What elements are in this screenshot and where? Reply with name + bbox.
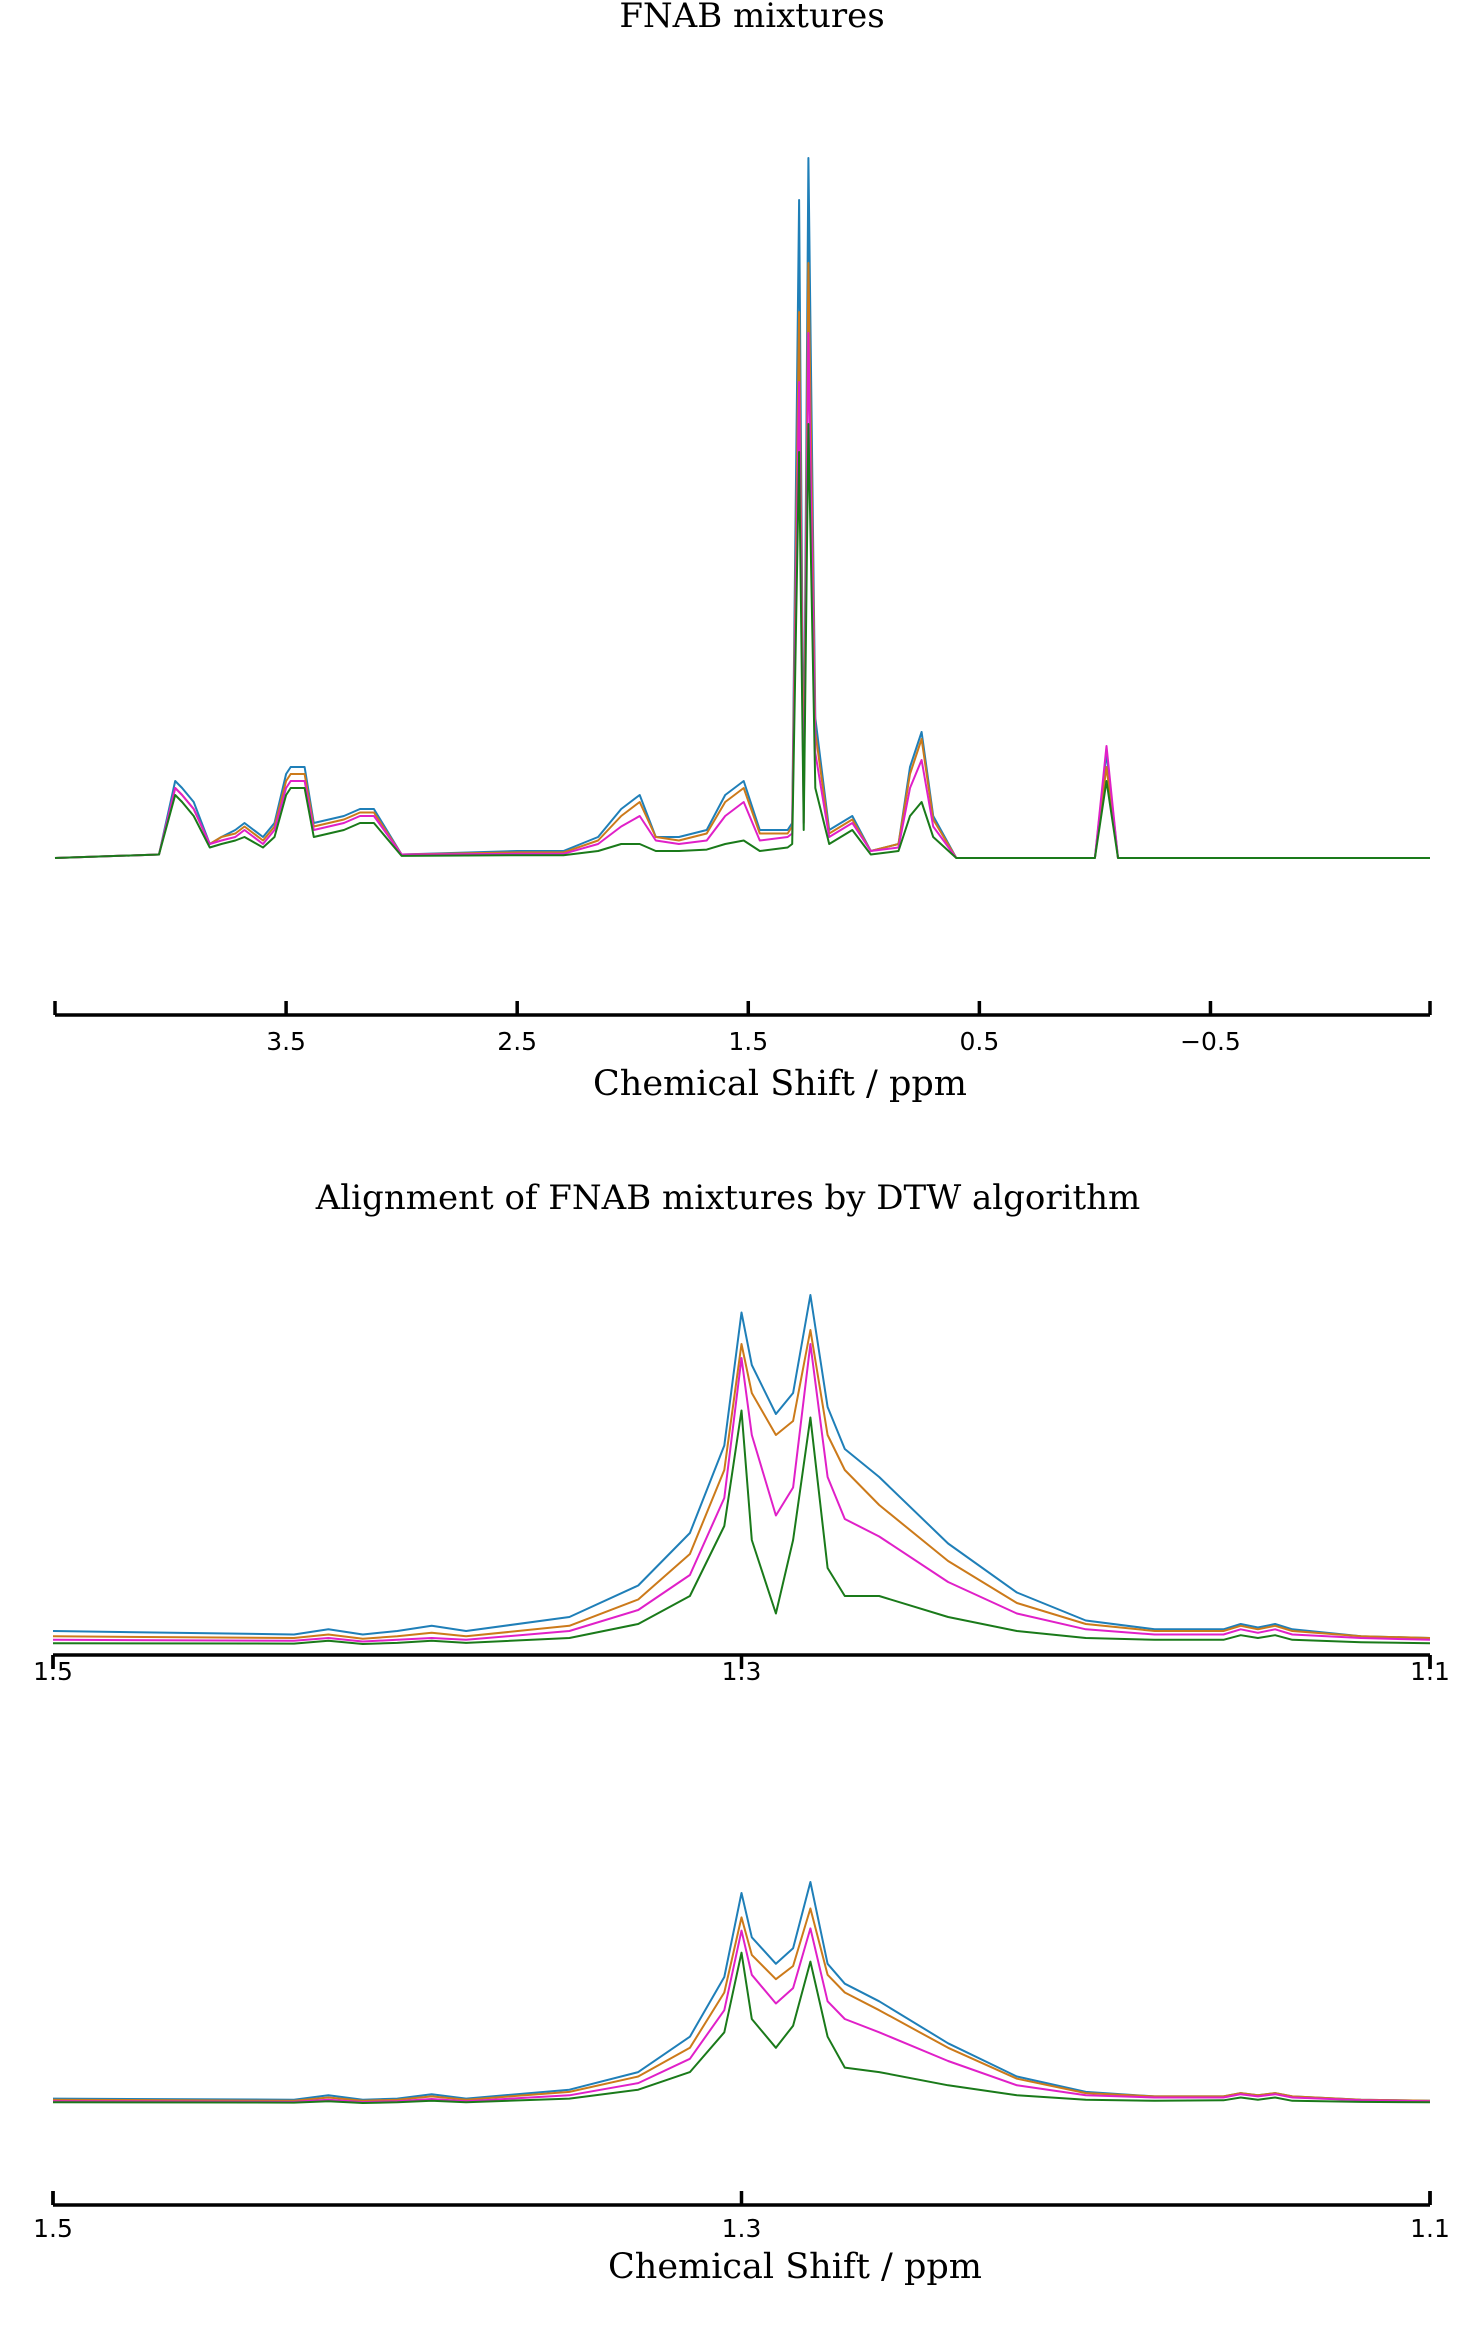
middle-x-tick-label: 1.5 bbox=[33, 1657, 73, 1686]
bottom-chart-x-axis: 1.5 1.3 1.1 bbox=[33, 2191, 1450, 2243]
middle-chart-x-axis: 1.5 1.3 1.1 bbox=[33, 1653, 1450, 1686]
top-x-tick-label: 0.5 bbox=[959, 1027, 999, 1056]
bottom-series-magenta bbox=[52, 1927, 1431, 2104]
bottom-series-green bbox=[52, 1951, 1431, 2104]
bottom-x-tick-label: 1.5 bbox=[33, 2214, 73, 2243]
top-series-magenta bbox=[54, 332, 1430, 859]
top-chart-x-axis: 3.5 2.5 1.5 0.5 −0.5 bbox=[53, 1001, 1432, 1056]
bottom-series-blue bbox=[52, 1881, 1431, 2102]
middle-chart-plot bbox=[52, 1294, 1431, 1645]
middle-chart-title: Alignment of FNAB mixtures by DTW algori… bbox=[315, 1178, 1141, 1218]
top-x-tick-label: −0.5 bbox=[1180, 1027, 1241, 1056]
top-x-tick-label: 1.5 bbox=[728, 1027, 768, 1056]
middle-series-orange bbox=[52, 1329, 1431, 1640]
middle-series-blue bbox=[52, 1294, 1431, 1639]
top-series-orange bbox=[54, 262, 1430, 859]
bottom-series-orange bbox=[52, 1907, 1431, 2102]
middle-x-tick-label: 1.1 bbox=[1410, 1657, 1450, 1686]
bottom-x-tick-label: 1.1 bbox=[1410, 2214, 1450, 2243]
top-series-blue bbox=[54, 157, 1430, 859]
top-chart-title: FNAB mixtures bbox=[619, 0, 884, 36]
middle-x-tick-label: 1.3 bbox=[722, 1657, 762, 1686]
middle-series-magenta bbox=[52, 1343, 1431, 1643]
top-x-tick-label: 2.5 bbox=[497, 1027, 537, 1056]
middle-series-green bbox=[52, 1409, 1431, 1645]
top-x-tick-label: 3.5 bbox=[266, 1027, 306, 1056]
bottom-chart-x-label: Chemical Shift / ppm bbox=[608, 2247, 982, 2287]
top-series-green bbox=[54, 423, 1430, 859]
top-chart-x-label: Chemical Shift / ppm bbox=[593, 1064, 967, 1104]
bottom-chart-plot bbox=[52, 1881, 1431, 2104]
top-chart-plot bbox=[54, 157, 1430, 859]
bottom-x-tick-label: 1.3 bbox=[722, 2214, 762, 2243]
